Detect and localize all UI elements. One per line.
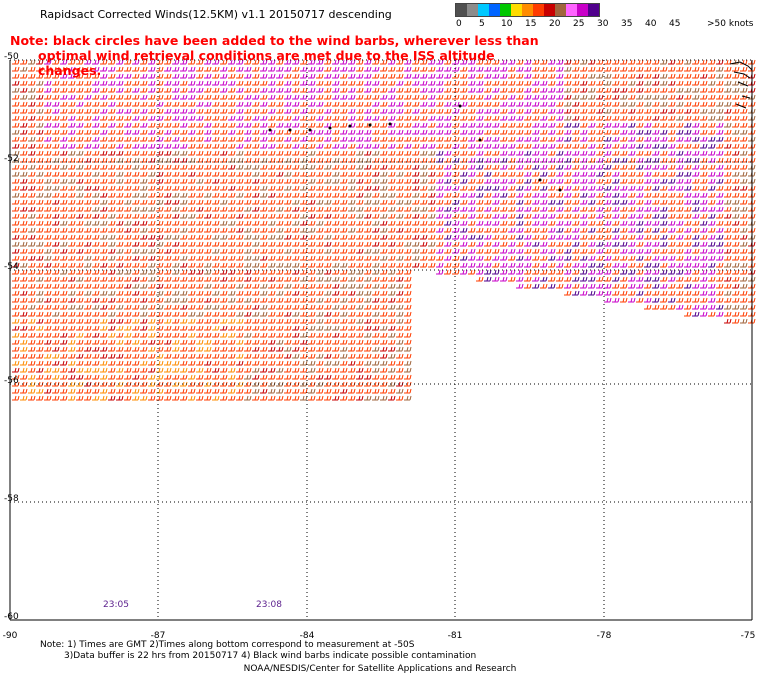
legend-swatch (577, 4, 588, 16)
wind-barbs-group (44, 59, 724, 317)
lon-label: -90 (2, 631, 18, 641)
coastline-path (729, 61, 753, 109)
wind-barbs-group (12, 59, 756, 401)
legend-label: 25 (573, 19, 585, 29)
flag-circle (268, 128, 272, 132)
time-label: 23:08 (256, 600, 282, 610)
lon-label: -75 (740, 631, 756, 641)
lon-label: -87 (150, 631, 166, 641)
legend-swatch (566, 4, 577, 16)
legend-swatch (533, 4, 544, 16)
legend-label: 5 (479, 19, 485, 29)
note-line-1: Note: black circles have been added to t… (10, 33, 539, 48)
legend-swatch (478, 4, 489, 16)
flag-circle (288, 128, 292, 132)
legend-label: 30 (597, 19, 609, 29)
flag-circle (348, 124, 352, 128)
lon-label: -84 (299, 631, 315, 641)
flag-circle (368, 123, 372, 127)
legend-labels: 0 5 10 15 20 25 30 35 40 45 >50 knots (455, 17, 754, 29)
lat-label: -50 (4, 52, 19, 62)
legend-swatch (588, 4, 599, 16)
lat-label: -56 (4, 376, 19, 386)
legend-swatch (555, 4, 566, 16)
lat-lon-grid (9, 59, 753, 621)
legend-color-bar (455, 3, 600, 17)
flag-circle (458, 104, 462, 108)
lat-label: -60 (4, 612, 19, 622)
lat-label: -58 (4, 494, 19, 504)
flag-circle (308, 128, 312, 132)
legend-swatch (522, 4, 533, 16)
note-line-2: optimal wind retrieval conditions are me… (38, 48, 495, 78)
flag-circle (328, 126, 332, 130)
map-title: Rapidsact Corrected Winds(12.5KM) v1.1 2… (40, 8, 392, 21)
legend-swatch (500, 4, 511, 16)
wind-speed-legend: 0 5 10 15 20 25 30 35 40 45 >50 knots (455, 3, 754, 29)
coastline (729, 61, 753, 109)
flag-circle (478, 138, 482, 142)
legend-label: 0 (456, 19, 462, 29)
legend-label: 45 (669, 19, 681, 29)
lon-label: -81 (447, 631, 463, 641)
footer-line-1: Note: 1) Times are GMT 2)Times along bot… (40, 640, 415, 650)
flag-circle (538, 178, 542, 182)
time-label: 23:05 (103, 600, 129, 610)
lat-label: -54 (4, 262, 19, 272)
legend-swatch (467, 4, 478, 16)
wind-barb-field (12, 59, 756, 401)
legend-label: 15 (525, 19, 537, 29)
flag-circle (388, 122, 392, 126)
legend-swatch (511, 4, 522, 16)
wind-barbs-group (12, 59, 756, 401)
legend-swatch (456, 4, 467, 16)
legend-label: 20 (549, 19, 561, 29)
wind-barbs-group (12, 318, 244, 401)
lat-label: -52 (4, 154, 19, 164)
footer-notes: Note: 1) Times are GMT 2)Times along bot… (0, 640, 760, 675)
legend-label: 40 (645, 19, 657, 29)
flag-circle (558, 188, 562, 192)
legend-label: 35 (621, 19, 633, 29)
legend-swatch (544, 4, 555, 16)
footer-credit: NOAA/NESDIS/Center for Satellite Applica… (243, 664, 517, 674)
lon-label: -78 (596, 631, 612, 641)
legend-label: 10 (501, 19, 513, 29)
footer-line-2: 3)Data buffer is 22 hrs from 20150717 4)… (64, 651, 477, 661)
legend-label: >50 knots (707, 19, 754, 29)
legend-swatch (489, 4, 500, 16)
red-note: Note: black circles have been added to t… (10, 33, 550, 78)
wind-barbs-group (436, 122, 724, 317)
